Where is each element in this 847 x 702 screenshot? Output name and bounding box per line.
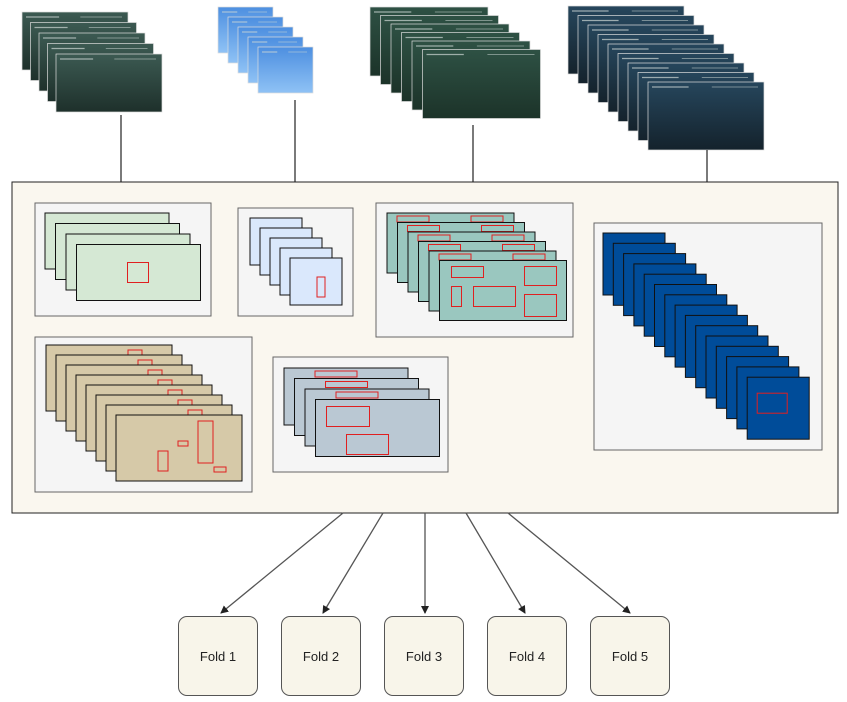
annotation-box xyxy=(157,450,169,472)
annotation-box xyxy=(756,392,788,414)
annotated-frame xyxy=(289,257,343,306)
video-frame-icon xyxy=(422,49,541,119)
fold-2-label: Fold 2 xyxy=(302,648,340,664)
annotation-box xyxy=(326,406,370,427)
fold-3-box: Fold 3 xyxy=(384,616,464,696)
annotated-frame xyxy=(115,414,243,482)
video-stack-1 xyxy=(21,11,163,113)
annotation-box xyxy=(213,466,227,473)
annotation-box xyxy=(524,294,557,317)
annotation-box xyxy=(316,276,326,298)
fold-4-box: Fold 4 xyxy=(487,616,567,696)
fold-5-label: Fold 5 xyxy=(611,648,649,664)
group-3 xyxy=(375,202,574,338)
fold-2-box: Fold 2 xyxy=(281,616,361,696)
annotation-box xyxy=(524,266,557,286)
annotation-box xyxy=(473,286,516,307)
video-stack-2 xyxy=(217,6,314,94)
video-frame-icon xyxy=(55,53,163,113)
group-4 xyxy=(593,222,823,451)
video-frame-icon xyxy=(257,46,314,94)
video-stack-4 xyxy=(567,5,765,151)
annotated-frame xyxy=(439,260,567,321)
annotation-box xyxy=(346,434,389,455)
annotation-box xyxy=(451,286,462,307)
video-frame-icon xyxy=(647,81,765,151)
fold-4-label: Fold 4 xyxy=(508,648,546,664)
fold-arrows xyxy=(220,512,631,614)
annotation-box xyxy=(325,381,368,388)
fold-5-box: Fold 5 xyxy=(590,616,670,696)
group-5 xyxy=(34,336,253,493)
fold-1-label: Fold 1 xyxy=(199,648,237,664)
annotation-box xyxy=(314,370,358,378)
fold-3-label: Fold 3 xyxy=(405,648,443,664)
annotated-frame xyxy=(76,244,201,301)
video-frame-stacks xyxy=(21,5,765,151)
group-2 xyxy=(237,207,354,317)
fold-1-box: Fold 1 xyxy=(178,616,258,696)
annotation-groups xyxy=(34,202,823,493)
group-6 xyxy=(272,356,449,473)
group-1 xyxy=(34,202,212,317)
annotated-frame xyxy=(746,376,810,440)
annotation-box xyxy=(335,391,379,399)
annotation-box xyxy=(127,262,149,283)
video-stack-3 xyxy=(369,6,541,119)
annotation-box xyxy=(451,266,484,278)
annotated-frame xyxy=(315,399,440,457)
annotation-box xyxy=(197,420,214,464)
annotation-box xyxy=(177,440,189,447)
